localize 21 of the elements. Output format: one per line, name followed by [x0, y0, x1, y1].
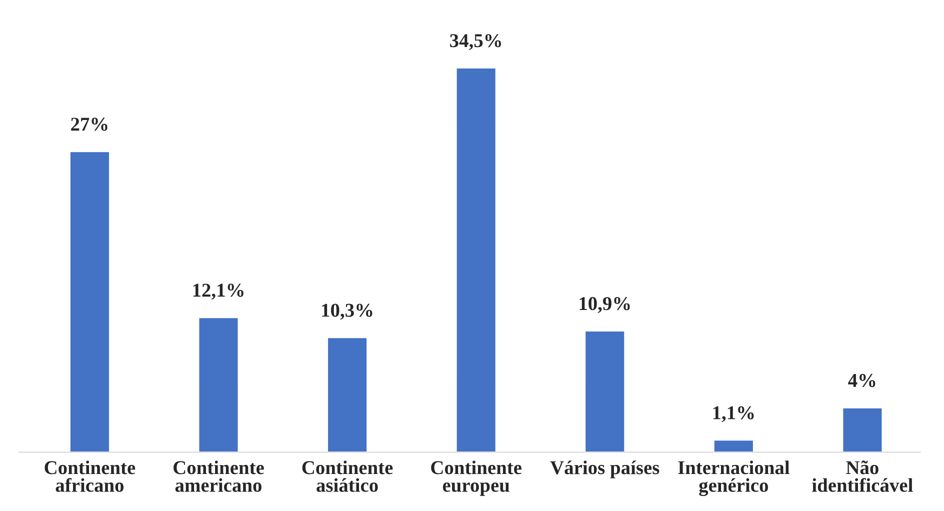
bar: [842, 406, 884, 452]
x-tick-label: Continente americano: [174, 460, 264, 492]
bar: [326, 336, 368, 452]
data-label: 10,9%: [580, 297, 630, 313]
bar: [713, 439, 754, 452]
bar: [69, 150, 110, 452]
x-tick-label: Continente asiático: [302, 460, 393, 492]
data-label: 12,1%: [193, 284, 244, 300]
x-tick-label: Continente europeu: [431, 460, 522, 496]
bar: [455, 67, 497, 452]
x-tick-label: Continente africano: [44, 460, 136, 492]
data-label: 4%: [848, 374, 876, 388]
data-label: 10,3%: [322, 304, 372, 320]
bar: [584, 330, 626, 452]
data-label: 34,5%: [450, 34, 501, 50]
x-tick-label: Não identificável: [812, 460, 913, 492]
bar: [198, 316, 240, 452]
data-label: 1,1%: [713, 406, 754, 422]
x-tick-label: Internacional genérico: [678, 460, 790, 496]
x-tick-label: Vários países: [550, 460, 660, 478]
data-label: 27%: [71, 118, 108, 131]
